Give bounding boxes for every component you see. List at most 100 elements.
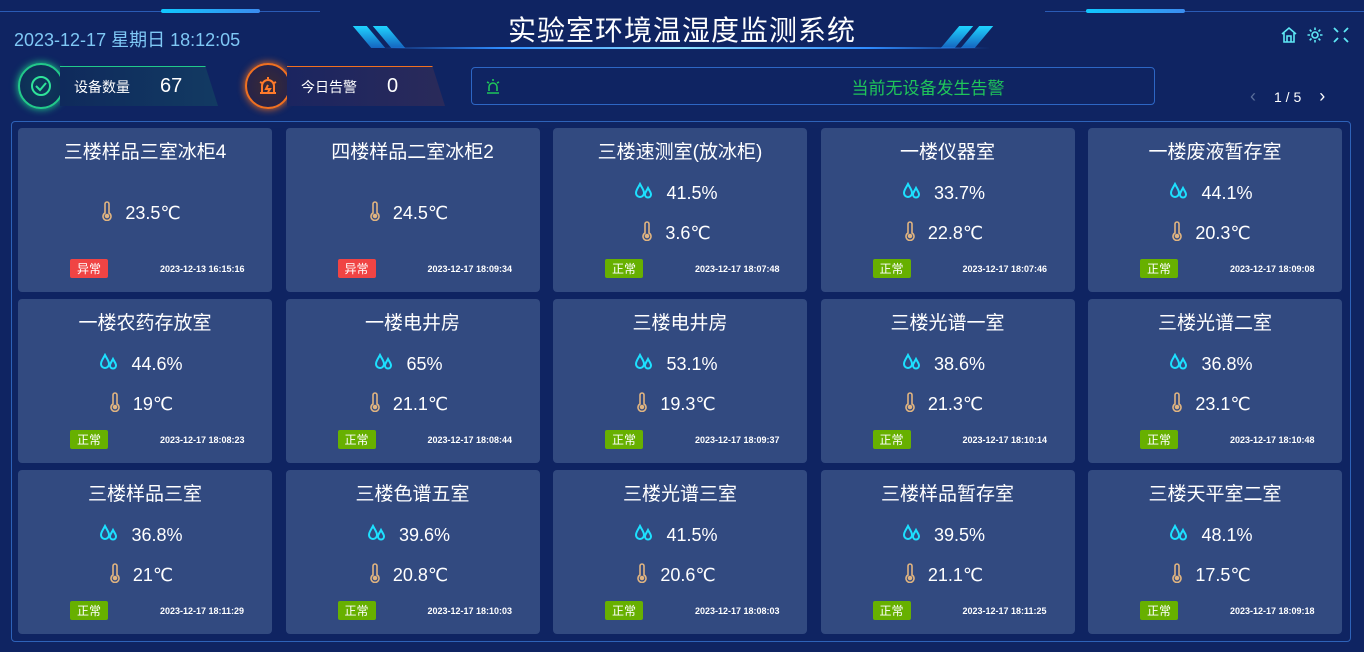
temperature-row: 23.5℃ — [10, 200, 272, 226]
humidity-value: 38.6% — [933, 353, 986, 374]
temperature-row: 23.1℃ — [1080, 391, 1342, 416]
humidity-row: 41.5% — [545, 181, 807, 205]
device-card[interactable]: 四楼样品二室冰柜2 24.5℃ 异常 2023-12-17 18:09:34 — [285, 128, 540, 292]
device-card[interactable]: 一楼废液暂存室 44.1% 20.3℃ 正常 2023-12-17 18:09:08 — [1088, 128, 1342, 292]
thermometer-icon — [369, 391, 381, 417]
temperature-value: 23.1℃ — [1195, 393, 1251, 414]
update-time: 2023-12-17 18:08:23 — [160, 434, 245, 445]
update-time: 2023-12-13 16:15:16 — [160, 263, 245, 274]
device-card[interactable]: 三楼光谱一室 38.6% 21.3℃ 正常 2023-12-17 18:10:14 — [820, 299, 1075, 463]
temperature-value: 19.3℃ — [660, 393, 716, 414]
status-badge: 正常 — [872, 259, 911, 278]
humidity-icon — [1169, 181, 1189, 205]
device-panel — [11, 121, 1351, 642]
humidity-icon — [634, 181, 654, 205]
home-icon[interactable] — [1280, 26, 1298, 44]
humidity-value: 53.1% — [666, 353, 718, 374]
fullscreen-icon[interactable] — [1332, 26, 1350, 44]
update-time: 2023-12-17 18:11:25 — [962, 605, 1047, 616]
temperature-value: 24.5℃ — [392, 202, 449, 223]
humidity-value: 36.8% — [131, 524, 183, 545]
device-name: 一楼电井房 — [364, 313, 460, 334]
device-card[interactable]: 一楼电井房 65% 21.1℃ 正常 2023-12-17 18:08:44 — [285, 299, 540, 463]
thermometer-icon — [369, 200, 381, 226]
device-card[interactable]: 三楼光谱二室 36.8% 23.1℃ 正常 2023-12-17 18:10:48 — [1088, 299, 1342, 463]
status-badge: 异常 — [70, 259, 108, 278]
device-count-label: 设备数量 — [74, 78, 130, 95]
alarm-count-card: 今日告警 0 — [245, 63, 445, 109]
temperature-row: 24.5℃ — [278, 200, 540, 226]
thermometer-icon — [101, 200, 113, 226]
humidity-value: 44.6% — [131, 353, 183, 374]
temperature-value: 21.1℃ — [392, 393, 449, 414]
humidity-value: 41.5% — [666, 524, 718, 545]
status-badge: 异常 — [337, 259, 376, 278]
humidity-icon — [902, 352, 922, 376]
device-name: 四楼样品二室冰柜2 — [331, 142, 494, 163]
humidity-icon — [374, 352, 394, 376]
temperature-row: 22.8℃ — [813, 220, 1075, 245]
status-badge: 正常 — [872, 430, 911, 449]
humidity-value: 39.6% — [398, 524, 451, 545]
device-card[interactable]: 三楼电井房 53.1% 19.3℃ 正常 2023-12-17 18:09:37 — [553, 299, 807, 463]
page-indicator: 1 / 5 — [1274, 88, 1302, 105]
update-time: 2023-12-17 18:09:18 — [1230, 605, 1315, 616]
temperature-value: 19℃ — [132, 393, 174, 414]
humidity-icon — [1169, 523, 1189, 547]
update-time: 2023-12-17 18:10:14 — [962, 434, 1048, 445]
device-grid: 三楼样品三室冰柜4 23.5℃ 异常 2023-12-13 16:15:16 四楼样品二… — [18, 128, 1342, 634]
alarm-light-icon — [486, 78, 500, 99]
device-card[interactable]: 三楼天平室二室 48.1% 17.5℃ 正常 2023-12-17 18:09:18 — [1088, 470, 1342, 634]
update-time: 2023-12-17 18:08:44 — [427, 434, 513, 445]
humidity-row: 44.1% — [1080, 181, 1342, 205]
device-card[interactable]: 三楼速测室(放冰柜) 41.5% 3.6℃ 正常 2023-12-17 18:07:48 — [553, 128, 807, 292]
thermometer-icon — [904, 391, 916, 417]
device-card[interactable]: 三楼色谱五室 39.6% 20.8℃ 正常 2023-12-17 18:10:03 — [285, 470, 540, 634]
humidity-icon — [1169, 352, 1189, 376]
update-time: 2023-12-17 18:10:48 — [1230, 434, 1315, 445]
device-count-card: 设备数量 67 — [18, 63, 218, 109]
humidity-value: 33.7% — [933, 182, 986, 203]
alert-bar: 当前无设备发生告警 — [471, 67, 1155, 105]
temperature-value: 3.6℃ — [665, 222, 711, 243]
temperature-value: 22.8℃ — [927, 222, 984, 243]
prev-page-button[interactable]: ‹ — [1250, 86, 1256, 106]
temperature-value: 17.5℃ — [1195, 564, 1251, 585]
device-name: 一楼废液暂存室 — [1148, 142, 1282, 163]
thermometer-icon — [904, 562, 916, 588]
device-card[interactable]: 三楼光谱三室 41.5% 20.6℃ 正常 2023-12-17 18:08:03 — [553, 470, 807, 634]
alarm-count-label: 今日告警 — [301, 78, 357, 95]
status-badge: 正常 — [605, 430, 643, 449]
device-card[interactable]: 三楼样品三室冰柜4 23.5℃ 异常 2023-12-13 16:15:16 — [18, 128, 272, 292]
device-name: 三楼电井房 — [632, 313, 728, 334]
device-name: 三楼天平室二室 — [1148, 484, 1282, 505]
device-name: 三楼光谱一室 — [890, 313, 1005, 334]
humidity-icon — [99, 523, 119, 547]
status-badge: 正常 — [1140, 430, 1178, 449]
humidity-row: 36.8% — [1080, 352, 1342, 376]
gear-icon[interactable] — [1306, 26, 1324, 44]
update-time: 2023-12-17 18:09:37 — [695, 434, 780, 445]
humidity-row: 39.5% — [813, 523, 1075, 547]
humidity-row: 53.1% — [545, 352, 807, 376]
next-page-button[interactable]: › — [1319, 86, 1326, 106]
update-time: 2023-12-17 18:07:46 — [962, 263, 1048, 274]
humidity-row: 39.6% — [278, 523, 540, 547]
humidity-value: 41.5% — [666, 182, 718, 203]
temperature-row: 3.6℃ — [545, 220, 807, 245]
header-line-right — [1045, 11, 1364, 12]
humidity-row: 65% — [278, 352, 540, 376]
thermometer-icon — [636, 391, 648, 417]
device-name: 三楼样品三室冰柜4 — [63, 142, 227, 163]
header-glow-right — [1086, 9, 1185, 13]
alarm-count-value: 0 — [387, 75, 399, 97]
status-badge: 正常 — [1140, 259, 1178, 278]
device-card[interactable]: 一楼仪器室 33.7% 22.8℃ 正常 2023-12-17 18:07:46 — [820, 128, 1075, 292]
device-card[interactable]: 一楼农药存放室 44.6% 19℃ 正常 2023-12-17 18:08:23 — [18, 299, 272, 463]
pagination: ‹ 1 / 5 › — [1250, 86, 1325, 107]
temperature-value: 21.3℃ — [927, 393, 984, 414]
device-card[interactable]: 三楼样品三室 36.8% 21℃ 正常 2023-12-17 18:11:29 — [18, 470, 272, 634]
device-card[interactable]: 三楼样品暂存室 39.5% 21.1℃ 正常 2023-12-17 18:11:25 — [820, 470, 1075, 634]
humidity-value: 36.8% — [1201, 353, 1253, 374]
temperature-value: 20.6℃ — [660, 564, 716, 585]
